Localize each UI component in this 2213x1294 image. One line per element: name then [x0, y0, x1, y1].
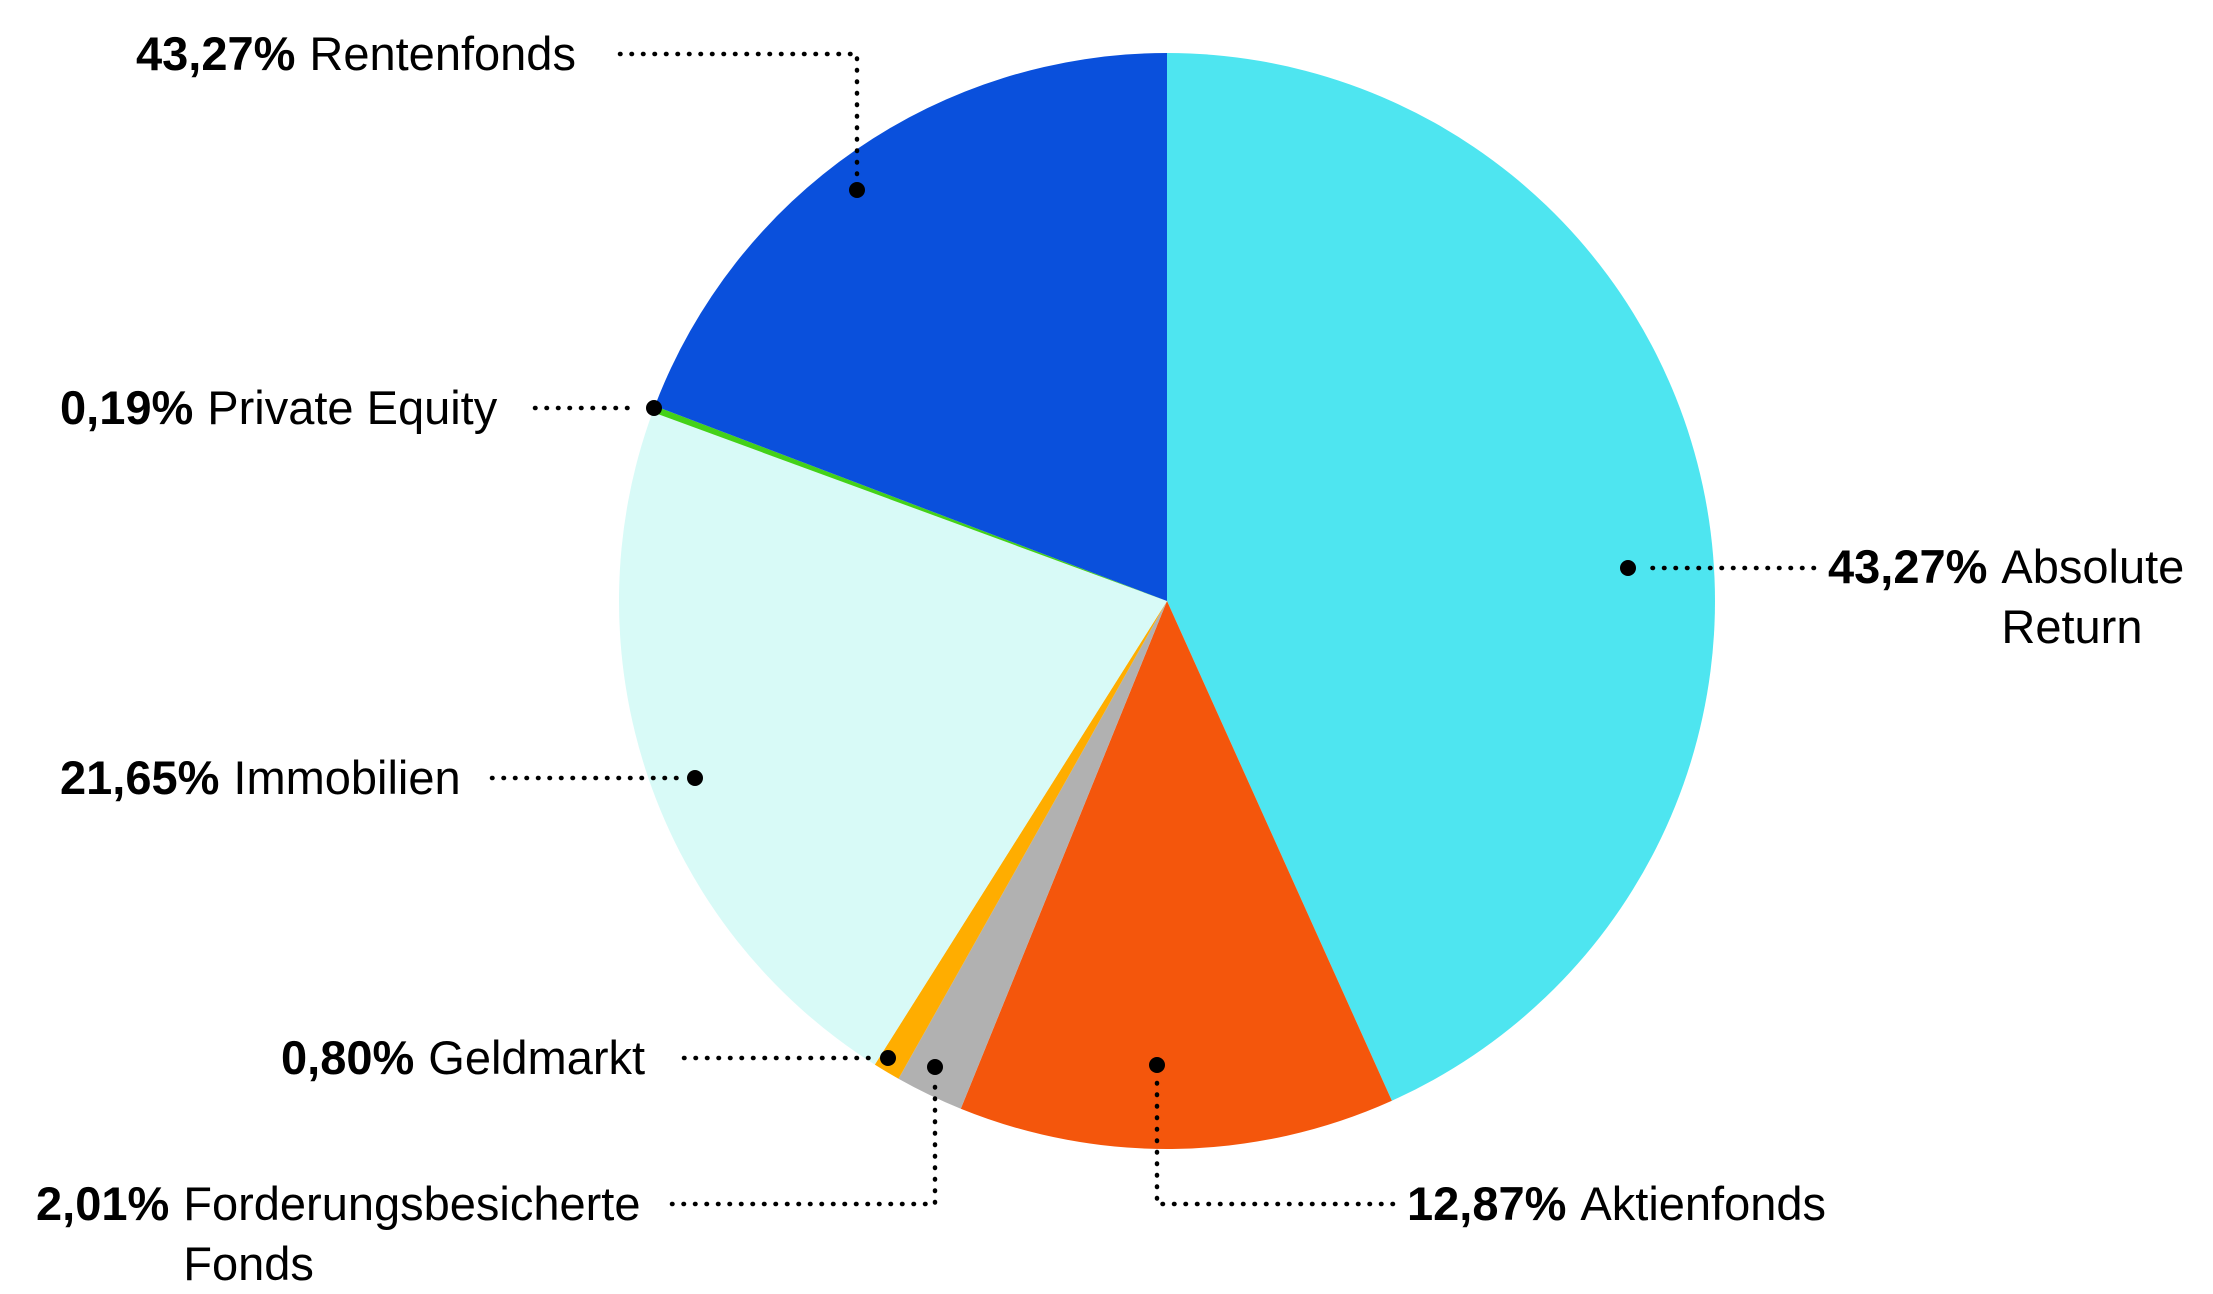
- callout-private-equity: 0,19% Private Equity: [60, 378, 497, 438]
- leader-line-aktienfonds: [1154, 1078, 1396, 1207]
- leader-dot-immobilien: [687, 770, 703, 786]
- pie-slice-absolute-return: [1167, 53, 1715, 1101]
- callout-aktienfonds: 12,87% Aktienfonds: [1407, 1174, 1826, 1234]
- callout-immobilien: 21,65% Immobilien: [60, 748, 461, 808]
- absolute-return-percent: 43,27%: [1828, 540, 1988, 593]
- aktienfonds-percent: 12,87%: [1407, 1177, 1567, 1230]
- private-equity-percent: 0,19%: [60, 381, 194, 434]
- leader-dot-geldmarkt: [880, 1050, 896, 1066]
- callout-geldmarkt: 0,80% Geldmarkt: [281, 1028, 645, 1088]
- leader-dot-rentenfonds: [849, 182, 865, 198]
- pie-slice-aktienfonds: [960, 601, 1392, 1149]
- private-equity-label: Private Equity: [207, 381, 498, 434]
- leader-dot-aktienfonds: [1149, 1057, 1165, 1073]
- callout-rentenfonds: 43,27% Rentenfonds: [136, 24, 576, 84]
- aktienfonds-label: Aktienfonds: [1580, 1177, 1827, 1230]
- pie-slice-forderungsbesicherte-fonds: [898, 601, 1167, 1109]
- leader-dot-absolute-return: [1620, 560, 1636, 576]
- callout-forderungsbesicherte-fonds: 2,01% Forderungsbesicherte Fonds: [36, 1174, 663, 1294]
- leader-dot-forderungsbesicherte-fonds: [927, 1059, 943, 1075]
- geldmarkt-percent: 0,80%: [281, 1031, 415, 1084]
- forderungsbesicherte-fonds-percent: 2,01%: [36, 1177, 170, 1230]
- pie-slice-private-equity: [652, 406, 1167, 601]
- pie-slice-rentenfonds: [654, 53, 1167, 601]
- immobilien-percent: 21,65%: [60, 751, 220, 804]
- callout-absolute-return: 43,27% Absolute Return: [1828, 537, 2213, 657]
- rentenfonds-percent: 43,27%: [136, 27, 296, 80]
- forderungsbesicherte-fonds-label: Forderungsbesicherte Fonds: [183, 1177, 641, 1290]
- rentenfonds-label: Rentenfonds: [309, 27, 576, 80]
- leader-dot-private-equity: [646, 400, 662, 416]
- leader-line-forderungsbesicherte-fonds: [669, 1080, 938, 1207]
- pie-slice-geldmarkt: [874, 601, 1167, 1079]
- immobilien-label: Immobilien: [233, 751, 461, 804]
- absolute-return-label: Absolute Return: [2001, 540, 2185, 653]
- pie-slice-immobilien: [618, 412, 1167, 1065]
- geldmarkt-label: Geldmarkt: [428, 1031, 646, 1084]
- leader-line-rentenfonds: [617, 51, 860, 177]
